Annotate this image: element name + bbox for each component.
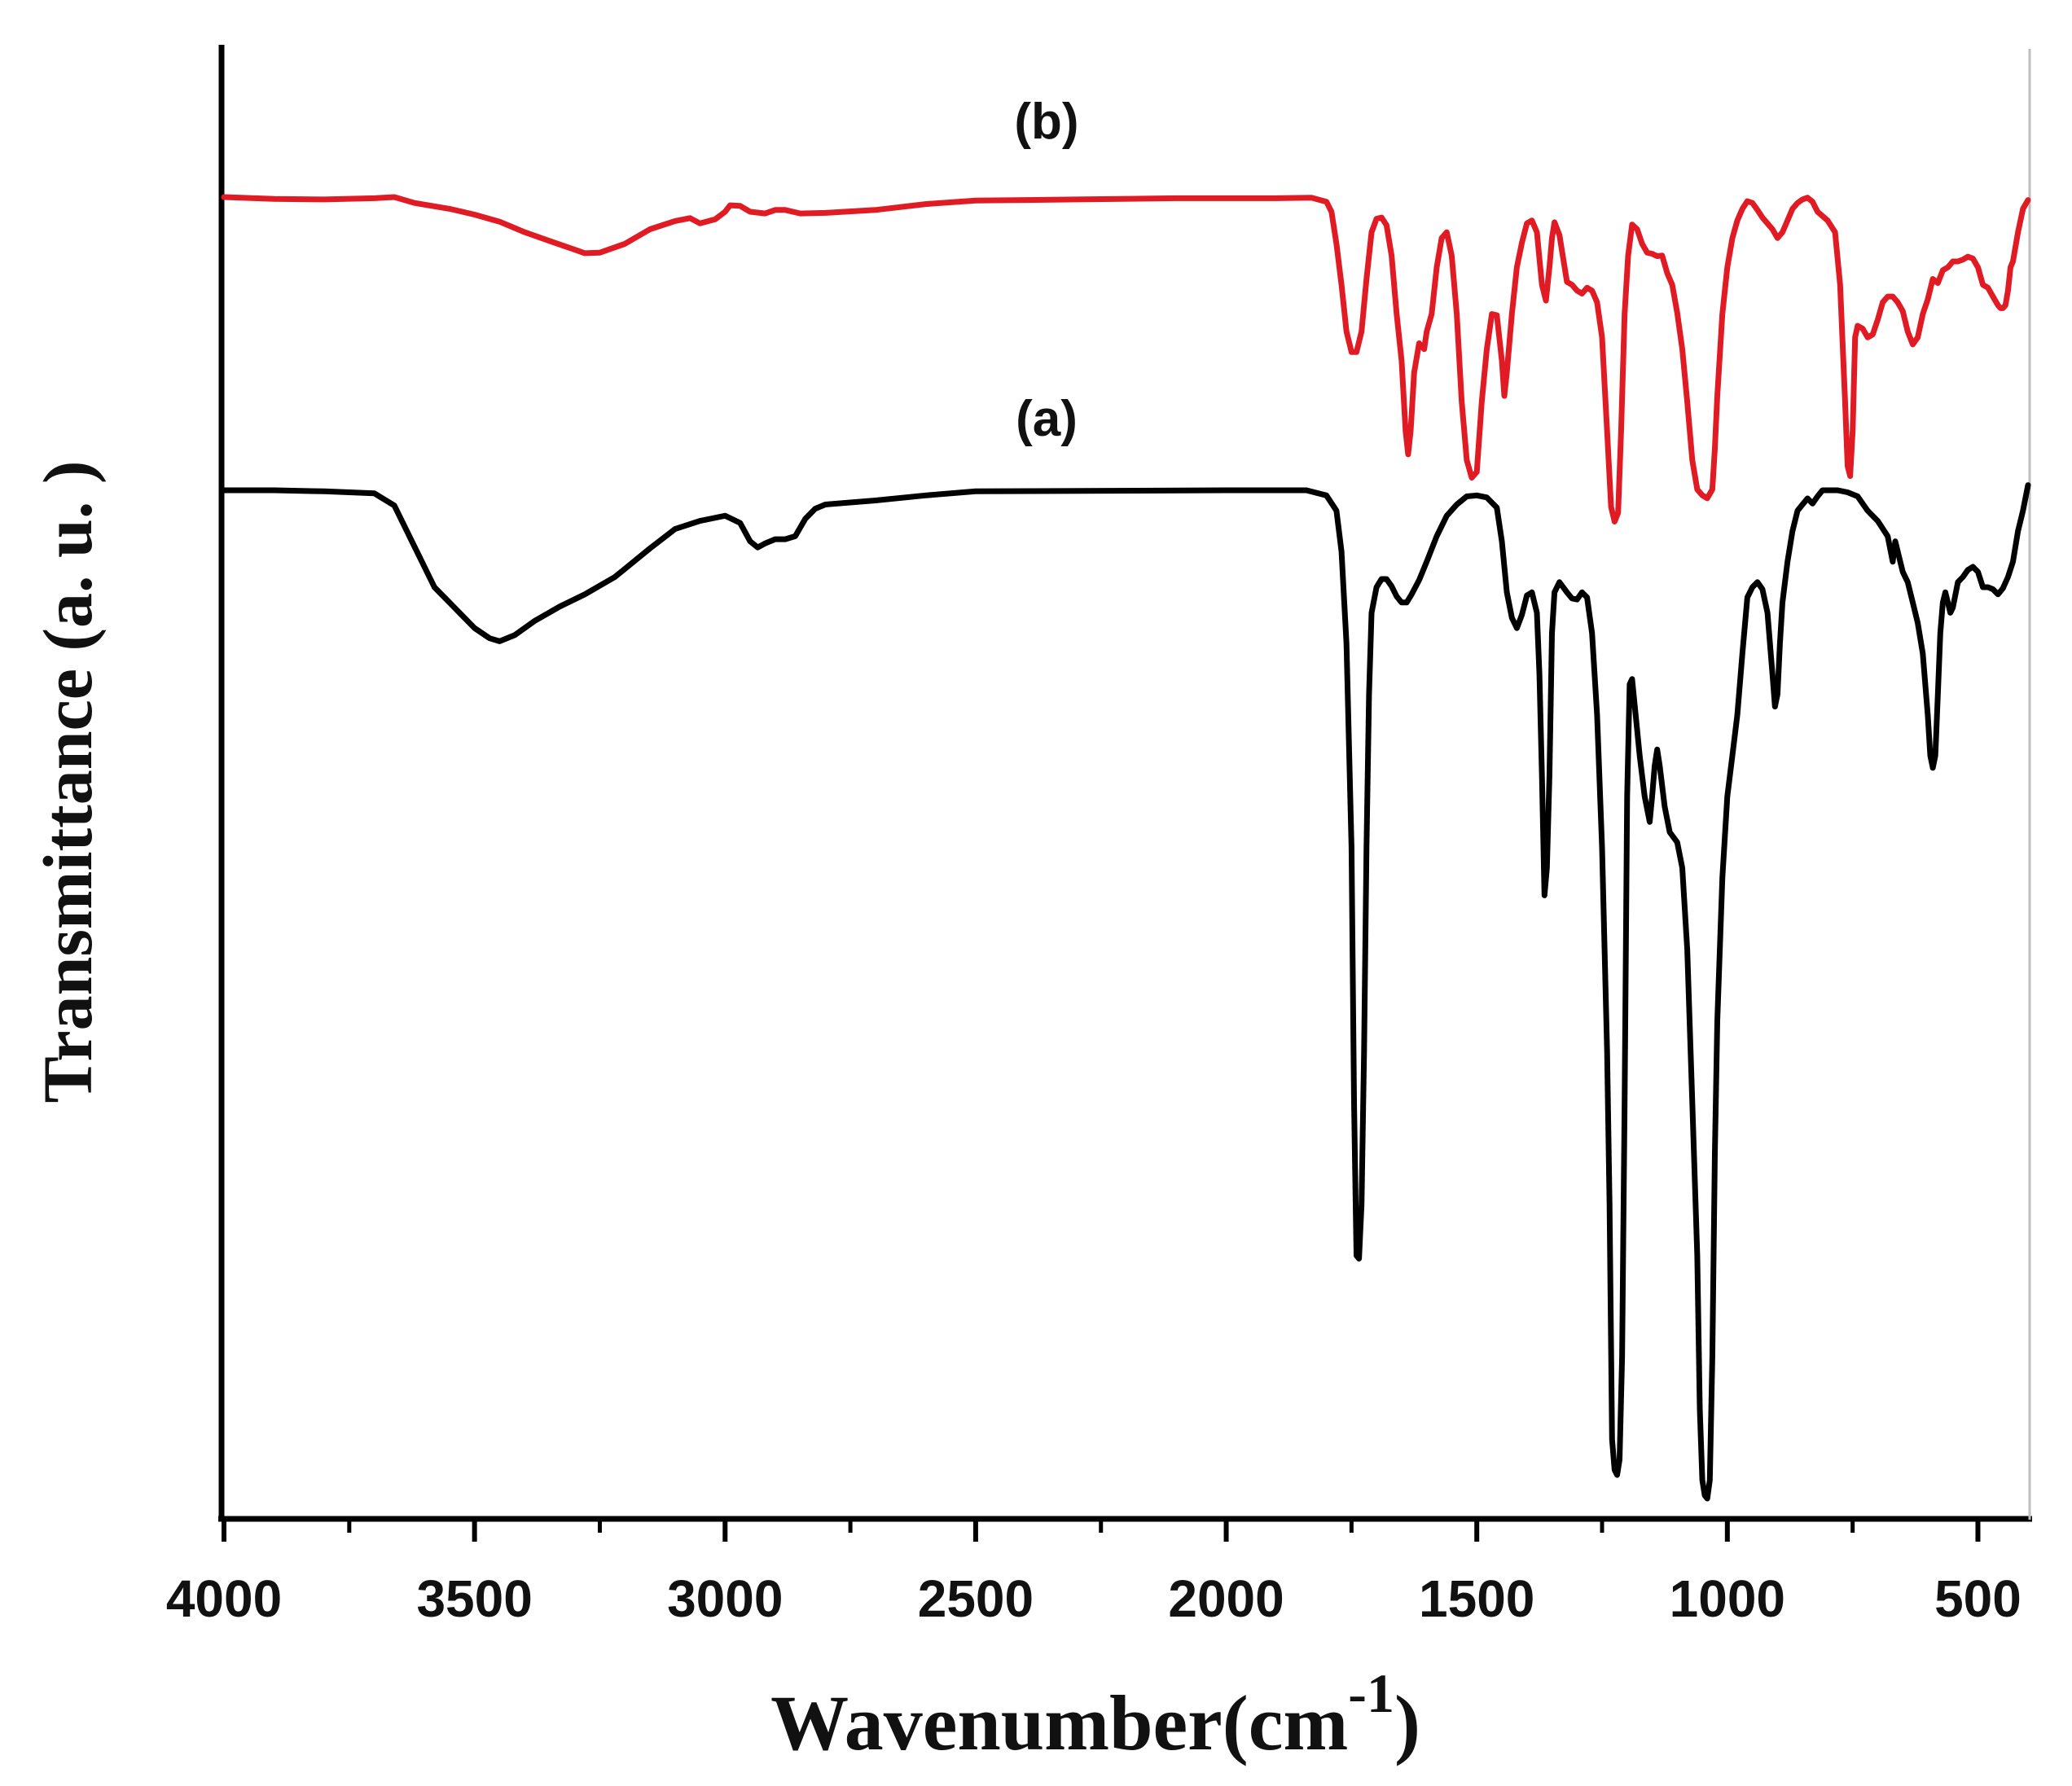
x-tick-label: 1500 <box>1419 1569 1534 1628</box>
x-tick-label: 2500 <box>918 1569 1034 1628</box>
x-tick-label: 4000 <box>166 1569 282 1628</box>
x-ticks: 4000 3500 3000 2500 2000 1500 1000 500 <box>166 1519 2022 1628</box>
x-tick-label: 500 <box>1934 1569 2022 1628</box>
x-tick-label: 1000 <box>1670 1569 1785 1628</box>
x-axis-title-superscript: -1 <box>1348 1662 1394 1724</box>
x-tick-label: 2000 <box>1168 1569 1284 1628</box>
x-tick-label: 3000 <box>667 1569 783 1628</box>
series-a-label: (a) <box>1016 391 1078 447</box>
series-a <box>221 482 2031 1502</box>
series-line-a <box>221 482 2031 1502</box>
series-b-label: (b) <box>1014 94 1078 150</box>
x-axis-title-suffix: ) <box>1394 1679 1420 1766</box>
x-axis-title: Wavenumber(cm-1) <box>770 1662 1420 1766</box>
x-axis-title-main: Wavenumber(cm <box>770 1679 1348 1766</box>
x-tick-label: 3500 <box>416 1569 532 1628</box>
series-line-b <box>221 194 2031 524</box>
series-b <box>221 194 2031 524</box>
y-axis-title: Transmittance (a. u. ) <box>29 460 107 1103</box>
